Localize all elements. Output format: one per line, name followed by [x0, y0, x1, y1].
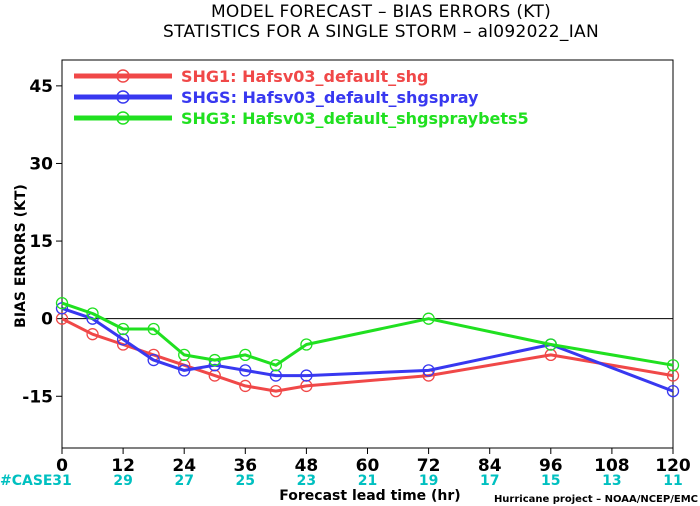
x-tick-label: 12 — [111, 456, 135, 476]
data-point — [269, 359, 283, 372]
data-point — [544, 348, 557, 362]
case-count-value: 27 — [174, 473, 193, 489]
case-count-value: 13 — [602, 473, 621, 489]
legend: SHG1: Hafsv03_default_shg SHGS: Hafsv03_d… — [74, 67, 529, 128]
case-count-value: 19 — [419, 473, 438, 489]
case-count-value: 25 — [236, 473, 255, 489]
data-point — [666, 369, 680, 382]
data-point — [422, 364, 435, 377]
y-tick-label: -15 — [22, 387, 53, 407]
data-point — [269, 384, 283, 398]
data-point — [300, 379, 313, 393]
data-point — [666, 359, 680, 372]
data-point — [116, 333, 130, 346]
data-point — [269, 369, 283, 382]
series-layer — [55, 296, 680, 398]
case-count-value: 31 — [52, 473, 71, 489]
x-tick-label: 96 — [539, 456, 563, 476]
data-point — [178, 364, 191, 377]
legend-marker — [116, 111, 130, 125]
data-point — [239, 364, 252, 377]
x-tick-label: 48 — [295, 456, 319, 476]
data-point — [208, 353, 221, 367]
x-tick-label: 120 — [655, 456, 691, 476]
legend-marker — [116, 90, 130, 104]
data-point — [239, 379, 252, 393]
case-count-value: 29 — [113, 473, 132, 489]
data-point — [116, 322, 130, 336]
plot-area — [56, 59, 674, 454]
x-tick-label: 24 — [172, 456, 196, 476]
data-point — [544, 338, 557, 351]
x-tick-label: 108 — [594, 456, 630, 476]
data-point — [300, 369, 313, 382]
data-point — [55, 312, 69, 325]
case-count-label: #CASE — [0, 473, 53, 489]
y-tick-label: 15 — [29, 232, 53, 252]
data-point — [55, 296, 69, 310]
x-tick-label: 0 — [56, 456, 68, 476]
data-point — [147, 353, 160, 367]
data-point — [666, 384, 680, 398]
y-axis-label: BIAS ERRORS (KT) — [13, 184, 29, 328]
case-count-value: 17 — [480, 473, 499, 489]
data-point — [147, 322, 160, 336]
case-count-value: 11 — [663, 473, 682, 489]
y-tick-label: 0 — [41, 310, 53, 330]
legend-entry: SHGS: Hafsv03_default_shgspray — [181, 88, 479, 107]
chart-subtitle: STATISTICS FOR A SINGLE STORM – al092022… — [163, 22, 599, 42]
axis-labels: -15 0 15 30 45 0 12 24 36 48 60 72 84 96 108 120 31 29 27 2… — [22, 77, 691, 489]
data-point — [55, 302, 69, 315]
case-count-value: 21 — [358, 473, 377, 489]
x-tick-label: 60 — [356, 456, 380, 476]
x-tick-label: 36 — [233, 456, 257, 476]
legend-marker — [116, 69, 130, 83]
data-point — [300, 338, 313, 351]
data-point — [86, 307, 99, 320]
legend-entry: SHG1: Hafsv03_default_shg — [181, 67, 428, 86]
data-point — [239, 348, 252, 362]
credit-text: Hurricane project – NOAA/NCEP/EMC — [494, 494, 698, 505]
x-axis-label: Forecast lead time (hr) — [279, 488, 460, 504]
chart-title: MODEL FORECAST – BIAS ERRORS (KT) — [211, 2, 551, 22]
legend-entry: SHG3: Hafsv03_default_shgspraybets5 — [181, 109, 529, 128]
data-point — [208, 369, 221, 382]
case-count-value: 15 — [541, 473, 560, 489]
x-tick-label: 84 — [478, 456, 502, 476]
case-count-value: 23 — [297, 473, 316, 489]
x-tick-label: 72 — [417, 456, 441, 476]
y-tick-label: 30 — [29, 154, 53, 174]
data-point — [422, 312, 435, 325]
data-point — [86, 328, 99, 341]
data-point — [178, 348, 191, 362]
y-tick-label: 45 — [29, 77, 53, 97]
